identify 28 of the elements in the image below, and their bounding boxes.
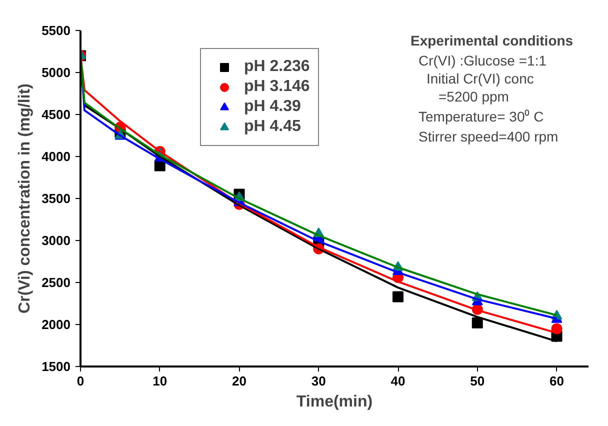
y-tick-label: 2000 <box>42 317 70 332</box>
x-tick-label: 40 <box>390 374 406 388</box>
x-axis-title: Time(min) <box>296 394 373 410</box>
y-tick-label: 4000 <box>42 149 70 164</box>
annotation: Experimental conditions <box>410 32 574 48</box>
y-tick-label: 3000 <box>42 233 70 248</box>
legend-label: pH 4.45 <box>244 118 301 136</box>
y-axis-title: Cr(Vi) concentration in (mg/lit) <box>16 84 34 314</box>
legend-label: pH 4.39 <box>244 98 301 116</box>
y-tick-label: 1500 <box>42 359 70 374</box>
y-tick-label: 4500 <box>42 107 70 122</box>
x-tick-label: 60 <box>550 374 564 388</box>
annotation: Initial Cr(VI) conc <box>426 70 534 86</box>
x-tick-label: 10 <box>152 374 168 388</box>
y-tick-label: 2500 <box>42 275 70 290</box>
annotation: Temperature= 30⁰ C <box>418 108 544 124</box>
x-tick-label: 20 <box>232 374 246 388</box>
annotation: Stirrer speed=400 rpm <box>418 128 558 144</box>
legend-label: pH 3.146 <box>244 78 310 96</box>
y-tick-label: 5000 <box>42 65 70 80</box>
annotation: Cr(VI) :Glucose =1:1 <box>418 52 547 68</box>
x-tick-label: 0 <box>76 374 84 388</box>
y-tick-label: 5500 <box>42 23 70 38</box>
annotation: =5200 ppm <box>438 88 509 104</box>
y-tick-label: 3500 <box>42 191 70 206</box>
x-tick-label: 30 <box>311 374 326 388</box>
x-tick-label: 50 <box>470 374 485 388</box>
legend-label: pH 2.236 <box>244 58 310 76</box>
